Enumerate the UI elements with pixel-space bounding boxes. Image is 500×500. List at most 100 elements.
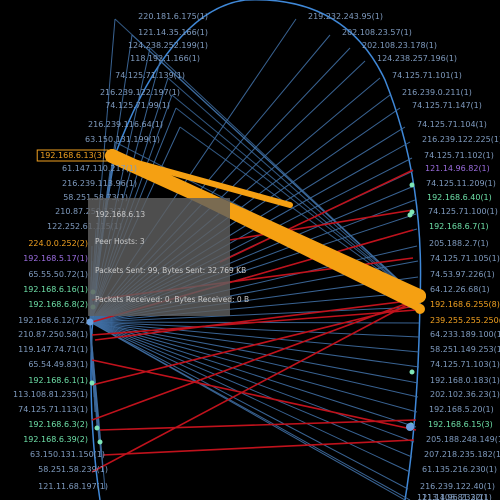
host-label-left[interactable]: 63.150.131.150(1) xyxy=(30,450,105,459)
host-label-left[interactable]: 224.0.0.252(2) xyxy=(28,239,88,248)
edge-line-highlighted xyxy=(94,299,417,341)
host-label-left[interactable]: 192.168.6.3(2) xyxy=(28,420,88,429)
host-label-right[interactable]: 74.125.71.103(1) xyxy=(430,360,500,369)
broadcast-node[interactable] xyxy=(412,289,426,303)
host-label-left[interactable]: 65.54.49.83(1) xyxy=(28,360,88,369)
edge-line xyxy=(89,321,415,443)
host-label-right[interactable]: 192.168.5.20(1) xyxy=(429,405,494,414)
host-label-right[interactable]: 216.239.0.211(1) xyxy=(402,88,472,97)
host-label-left[interactable]: 74.125.71.113(1) xyxy=(18,405,88,414)
edge-line xyxy=(89,321,411,500)
host-label-right[interactable]: 192.168.6.255(8) xyxy=(430,300,500,309)
host-label-left[interactable]: 192.168.6.12(72) xyxy=(18,316,88,325)
host-label-right[interactable]: 192.168.6.15(3) xyxy=(428,420,493,429)
host-label-left[interactable]: 192.168.5.17(1) xyxy=(23,254,88,263)
host-label-left[interactable]: 65.55.50.72(1) xyxy=(28,270,88,279)
host-node[interactable] xyxy=(409,369,415,375)
selected-edge xyxy=(108,152,424,312)
host-label-right[interactable]: 121.14.96.82(1) xyxy=(425,164,490,173)
host-label-left[interactable]: 119.147.74.71(1) xyxy=(18,345,88,354)
host-label-right[interactable]: 202.102.36.23(1) xyxy=(430,390,500,399)
edge-line-highlighted xyxy=(99,419,417,431)
host-label-left[interactable]: 74.125.71.139(1) xyxy=(115,71,185,80)
host-label-right[interactable]: 74.125.71.105(1) xyxy=(430,254,500,263)
edge-line xyxy=(159,60,419,299)
selected-edge xyxy=(109,153,293,208)
edge-line xyxy=(175,107,419,299)
host-label-left[interactable]: 192.168.6.39(2) xyxy=(23,435,88,444)
host-label-left[interactable]: 58.251.58.73(1) xyxy=(63,193,128,202)
host-label-left[interactable]: 192.168.6.13(3) xyxy=(40,151,105,160)
host-label-right[interactable]: 61.135.216.230(1) xyxy=(422,465,497,474)
host-label-right[interactable]: 64.233.189.100(1) xyxy=(430,330,500,339)
host-label-right[interactable]: 192.168.6.7(1) xyxy=(429,222,489,231)
selected-label-box xyxy=(36,149,109,162)
edge-line-highlighted xyxy=(229,209,414,241)
host-label-left[interactable]: 122.252.61.115(1) xyxy=(47,222,122,231)
host-label-right[interactable]: 74.125.71.102(1) xyxy=(424,151,494,160)
edge-line-highlighted xyxy=(219,169,414,263)
host-label-right[interactable]: 74.125.71.147(1) xyxy=(412,101,482,110)
host-label-left[interactable]: 210.87.250.58(1) xyxy=(18,330,88,339)
host-label-left[interactable]: 113.108.81.235(1) xyxy=(13,390,88,399)
host-label-left[interactable]: 121.11.68.197(1) xyxy=(38,482,108,491)
host-node[interactable] xyxy=(97,439,103,445)
edge-line xyxy=(89,321,411,473)
host-label-right[interactable]: 216.239.122.40(1) xyxy=(420,482,495,491)
edge-line-highlighted xyxy=(91,309,417,336)
label-layer: 220.181.6.175(1) 121.14.35.166(1) 124.238.… xyxy=(13,12,500,500)
host-node[interactable] xyxy=(94,425,100,431)
host-label-right[interactable]: 239.255.255.250(4) xyxy=(430,316,500,325)
multicast-node[interactable] xyxy=(415,304,425,314)
host-label-right[interactable]: 192.168.0.183(1) xyxy=(430,376,500,385)
host-label-left[interactable]: 216.239.113.96(1) xyxy=(62,179,137,188)
host-node[interactable] xyxy=(89,380,95,386)
host-label-right[interactable]: 216.239.122.225(1) xyxy=(422,135,500,144)
host-label-right[interactable]: 205.188.248.149(1) xyxy=(426,435,500,444)
host-label-left[interactable]: 192.168.6.16(1) xyxy=(23,285,88,294)
host-label-right[interactable]: 64.12.26.68(1) xyxy=(430,285,490,294)
host-node[interactable] xyxy=(406,423,414,431)
host-label-left[interactable]: 192.168.6.8(2) xyxy=(28,300,88,309)
host-label-right[interactable]: 121.14.96.232(1) xyxy=(417,493,487,500)
tooltip-peer-hosts: Peer Hosts: 3 xyxy=(95,237,145,246)
tooltip-host: 192.168.6.13 xyxy=(95,210,146,219)
host-label-left[interactable]: 58.251.58.239(1) xyxy=(38,465,108,474)
host-label-right[interactable]: 192.168.6.40(1) xyxy=(427,193,492,202)
edge-line xyxy=(89,321,418,413)
host-label-right[interactable]: 205.188.2.7(1) xyxy=(429,239,489,248)
edge-line xyxy=(89,321,413,458)
host-label-left[interactable]: 121.14.35.166(1) xyxy=(138,28,208,37)
host-label-left[interactable]: 124.238.252.199(1) xyxy=(128,41,208,50)
host-label-right[interactable]: 74.53.97.226(1) xyxy=(430,270,495,279)
host-label-right[interactable]: 202.108.23.57(1) xyxy=(342,28,412,37)
edge-line xyxy=(89,306,420,323)
host-label-right[interactable]: 113.108.81.32(1) xyxy=(422,493,492,500)
host-label-left[interactable]: 74.125.71.99(1) xyxy=(105,101,170,110)
host-label-left[interactable]: 216.239.122.197(1) xyxy=(100,88,180,97)
hub-node[interactable] xyxy=(86,318,94,326)
host-label-left[interactable]: 220.181.6.175(1) xyxy=(138,12,208,21)
host-label-right[interactable]: 124.238.257.196(1) xyxy=(377,54,457,63)
host-label-right[interactable]: 74.125.11.209(1) xyxy=(426,179,496,188)
host-label-right[interactable]: 58.251.149.253(1) xyxy=(430,345,500,354)
edge-line xyxy=(171,94,419,299)
host-label-left[interactable]: 118.192.1.166(1) xyxy=(130,54,200,63)
host-label-right[interactable]: 74.125.71.100(1) xyxy=(428,207,498,216)
host-node[interactable] xyxy=(409,182,415,188)
host-label-right[interactable]: 202.108.23.178(1) xyxy=(362,41,437,50)
host-label-left[interactable]: 192.168.6.1(1) xyxy=(28,376,88,385)
tooltip-sent: Packets Sent: 99, Bytes Sent: 32.769 KB xyxy=(95,266,247,275)
host-label-right[interactable]: 74.125.71.104(1) xyxy=(417,120,487,129)
host-label-left[interactable]: 61.147.110.217(1) xyxy=(62,164,137,173)
edge-line xyxy=(89,321,420,353)
host-label-left[interactable]: 63.150.131.199(1) xyxy=(85,135,160,144)
host-node[interactable] xyxy=(407,212,413,218)
edge-line-highlighted xyxy=(91,299,417,473)
host-label-right[interactable]: 219.232.243.95(1) xyxy=(308,12,383,21)
host-label-right[interactable]: 207.218.235.182(1) xyxy=(424,450,500,459)
host-label-left[interactable]: 216.239.116.64(1) xyxy=(88,120,163,129)
host-label-right[interactable]: 74.125.71.101(1) xyxy=(392,71,462,80)
edge-line xyxy=(179,126,419,299)
